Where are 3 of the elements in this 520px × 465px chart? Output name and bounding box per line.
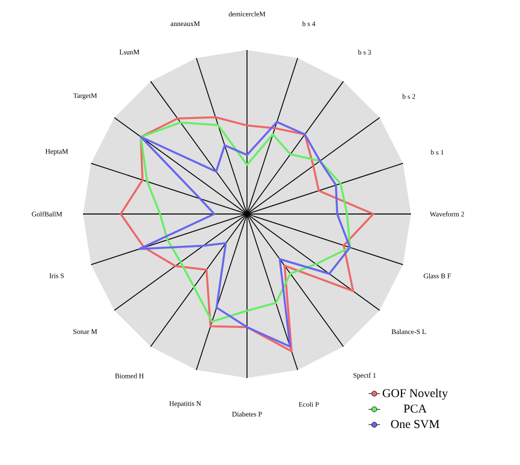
legend-label: One SVM (391, 420, 440, 428)
legend-label: GOF Novelty (382, 388, 448, 400)
legend-label: PCA (404, 404, 427, 413)
